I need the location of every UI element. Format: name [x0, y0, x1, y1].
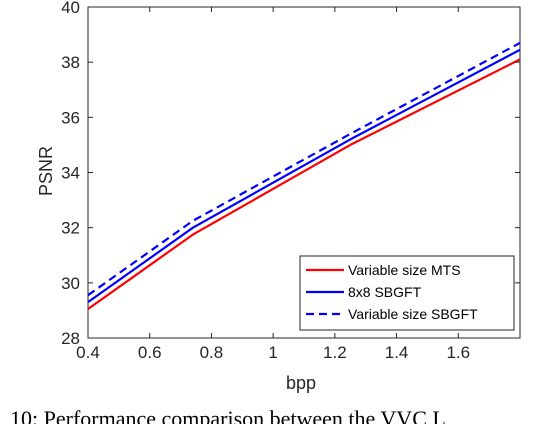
x-tick-label: 1 [268, 343, 277, 362]
y-tick-label: 28 [61, 329, 80, 348]
series-line-2 [87, 48, 521, 303]
y-axis-label: PSNR [36, 146, 56, 196]
y-tick-label: 40 [61, 0, 80, 17]
y-tick-label: 30 [61, 274, 80, 293]
y-tick-label: 34 [61, 164, 80, 183]
y-tick-label: 32 [61, 219, 80, 238]
x-tick-label: 1.6 [446, 343, 470, 362]
legend-label-2: 8x8 SBGFT [348, 284, 422, 300]
legend-label-3: Variable size SBGFT [348, 306, 478, 322]
series-layer [87, 41, 521, 310]
x-tick-label: 1.2 [323, 343, 347, 362]
x-axis-label: bpp [286, 373, 316, 393]
y-tick-label: 36 [61, 108, 80, 127]
ticks-layer: 0.4 0.6 0.8 1 1.2 1.4 1.6 28 30 32 34 36 38 40 [61, 0, 520, 362]
x-tick-label: 1.4 [385, 343, 409, 362]
x-tick-label: 0.6 [138, 343, 162, 362]
x-tick-label: 0.8 [200, 343, 224, 362]
legend-label-1: Variable size MTS [348, 262, 461, 278]
series-line-1 [87, 58, 521, 310]
figure-caption: 10: Performance comparison between the V… [10, 406, 446, 424]
y-tick-label: 38 [61, 53, 80, 72]
x-tick-label: 0.4 [76, 343, 100, 362]
legend: Variable size MTS 8x8 SBGFT Variable size … [299, 255, 515, 331]
series-line-3 [87, 41, 521, 297]
